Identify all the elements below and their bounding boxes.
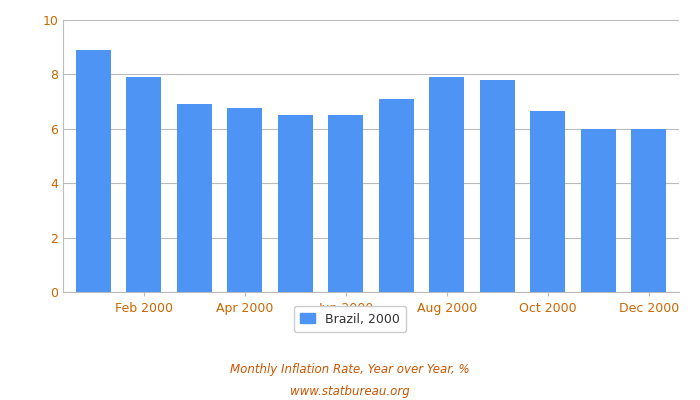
- Text: www.statbureau.org: www.statbureau.org: [290, 385, 410, 398]
- Bar: [530, 111, 566, 292]
- Bar: [227, 108, 262, 292]
- Text: Monthly Inflation Rate, Year over Year, %: Monthly Inflation Rate, Year over Year, …: [230, 364, 470, 376]
- Bar: [176, 104, 212, 292]
- Bar: [379, 99, 414, 292]
- Bar: [278, 115, 313, 292]
- Legend: Brazil, 2000: Brazil, 2000: [294, 306, 406, 332]
- Bar: [126, 77, 162, 292]
- Bar: [631, 129, 666, 292]
- Bar: [580, 129, 616, 292]
- Bar: [76, 50, 111, 292]
- Bar: [429, 77, 464, 292]
- Bar: [328, 115, 363, 292]
- Bar: [480, 80, 515, 292]
